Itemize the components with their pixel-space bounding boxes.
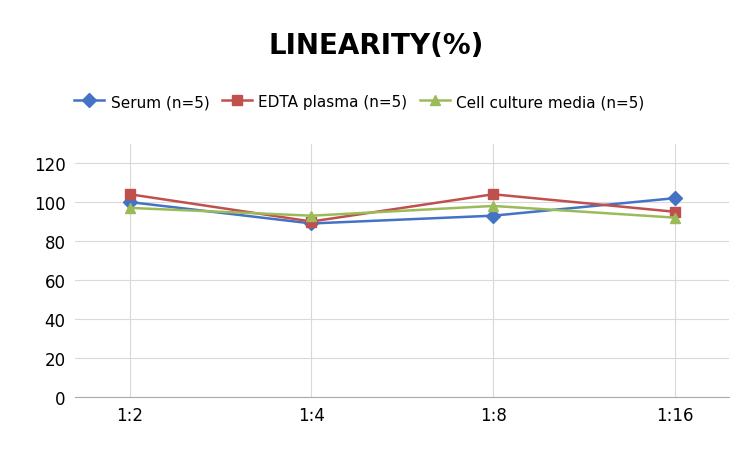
Cell culture media (n=5) — [125, 206, 134, 211]
Cell culture media (n=5) — [489, 204, 498, 209]
EDTA plasma (n=5) — [125, 192, 134, 198]
EDTA plasma (n=5) — [307, 219, 316, 225]
Line: Serum (n=5): Serum (n=5) — [125, 194, 680, 229]
Line: Cell culture media (n=5): Cell culture media (n=5) — [125, 202, 680, 223]
Serum (n=5) — [489, 213, 498, 219]
Cell culture media (n=5) — [307, 213, 316, 219]
Text: LINEARITY(%): LINEARITY(%) — [268, 32, 484, 60]
Cell culture media (n=5) — [671, 216, 680, 221]
EDTA plasma (n=5) — [671, 210, 680, 215]
Serum (n=5) — [125, 200, 134, 205]
Serum (n=5) — [671, 196, 680, 202]
EDTA plasma (n=5) — [489, 192, 498, 198]
Serum (n=5) — [307, 221, 316, 227]
Line: EDTA plasma (n=5): EDTA plasma (n=5) — [125, 190, 680, 227]
Legend: Serum (n=5), EDTA plasma (n=5), Cell culture media (n=5): Serum (n=5), EDTA plasma (n=5), Cell cul… — [68, 89, 650, 116]
